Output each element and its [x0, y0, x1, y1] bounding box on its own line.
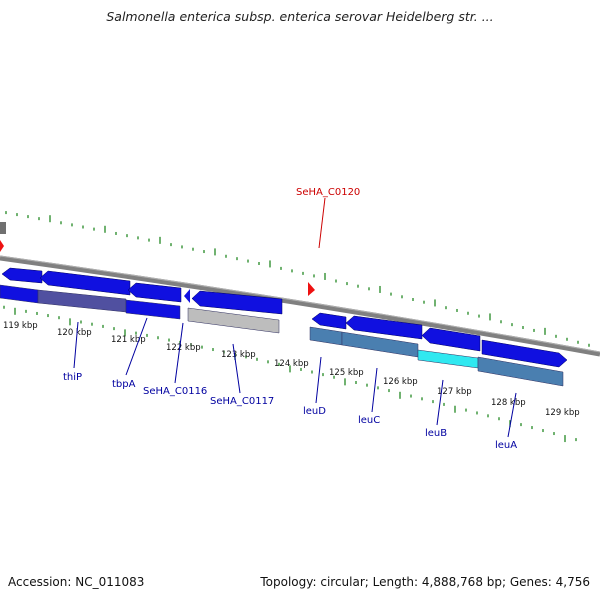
gene-bar-tbpA: [125, 299, 181, 320]
gene-bar-leuA: [477, 356, 564, 387]
tick-label-127: 127 kbp: [437, 387, 472, 397]
accession-text: Accession: NC_011083: [8, 575, 145, 589]
inner-tick-ring: [3, 305, 577, 443]
gene-arrow-tbpA: [127, 282, 182, 303]
tick-label-128: 128 kbp: [491, 398, 526, 408]
tick-label-120: 120 kbp: [57, 328, 92, 338]
gene-label-SeHA_C0120[interactable]: SeHA_C0120: [296, 187, 360, 198]
red-position-marker: [308, 282, 315, 296]
tick-label-126: 126 kbp: [383, 377, 418, 387]
gene-label-leuB[interactable]: leuB: [425, 428, 447, 439]
tick-label-129: 129 kbp: [545, 408, 580, 418]
tick-label-123: 123 kbp: [221, 350, 256, 360]
gene-tracks: [0, 267, 568, 387]
backbone-end-block: [0, 222, 6, 234]
gene-bar-leuB: [417, 349, 479, 369]
gene-label-leuC[interactable]: leuC: [358, 415, 380, 426]
gene-label-leuD[interactable]: leuD: [303, 406, 326, 417]
tick-label-122: 122 kbp: [166, 343, 201, 353]
backbone-track: [0, 222, 600, 357]
gene-label-leuA[interactable]: leuA: [495, 440, 517, 451]
outer-tick-ring: [5, 211, 590, 347]
highlight-leader-line: [318, 197, 326, 249]
tick-label-124: 124 kbp: [274, 359, 309, 369]
gene-bar-leuD: [309, 326, 343, 346]
gene-arrow-leuA: [481, 339, 568, 368]
tick-label-121: 121 kbp: [111, 335, 146, 345]
gene-label-tbpA[interactable]: tbpA: [112, 379, 136, 390]
backbone-highlight: [0, 255, 600, 353]
backbone-line: [0, 255, 600, 357]
topology-text: Topology: circular; Length: 4,888,768 bp…: [260, 575, 590, 589]
gene-bar-thiP: [37, 289, 127, 313]
gene-arrow-leuC: [345, 315, 423, 340]
gene-arrow-leuD: [311, 312, 347, 330]
gene-arrow-SeHA_C0117: [191, 290, 283, 315]
gene-arrow-1: [1, 267, 43, 284]
gene-bar-SeHA_C0117: [187, 307, 280, 334]
tick-label-119: 119 kbp: [3, 321, 38, 331]
gene-bar-1: [0, 284, 39, 304]
tick-label-125: 125 kbp: [329, 368, 364, 378]
gene-label-SeHA_C0116[interactable]: SeHA_C0116: [143, 386, 207, 397]
genome-title: Salmonella enterica subsp. enterica sero…: [106, 9, 494, 24]
gene-label-thiP[interactable]: thiP: [63, 372, 82, 383]
gene-arrow-leuB: [421, 327, 481, 352]
gene-label-SeHA_C0117[interactable]: SeHA_C0117: [210, 396, 274, 407]
gene-leader-lines: [73, 317, 517, 438]
left-red-marker: [0, 240, 4, 252]
gene-arrow-small: [184, 289, 190, 303]
